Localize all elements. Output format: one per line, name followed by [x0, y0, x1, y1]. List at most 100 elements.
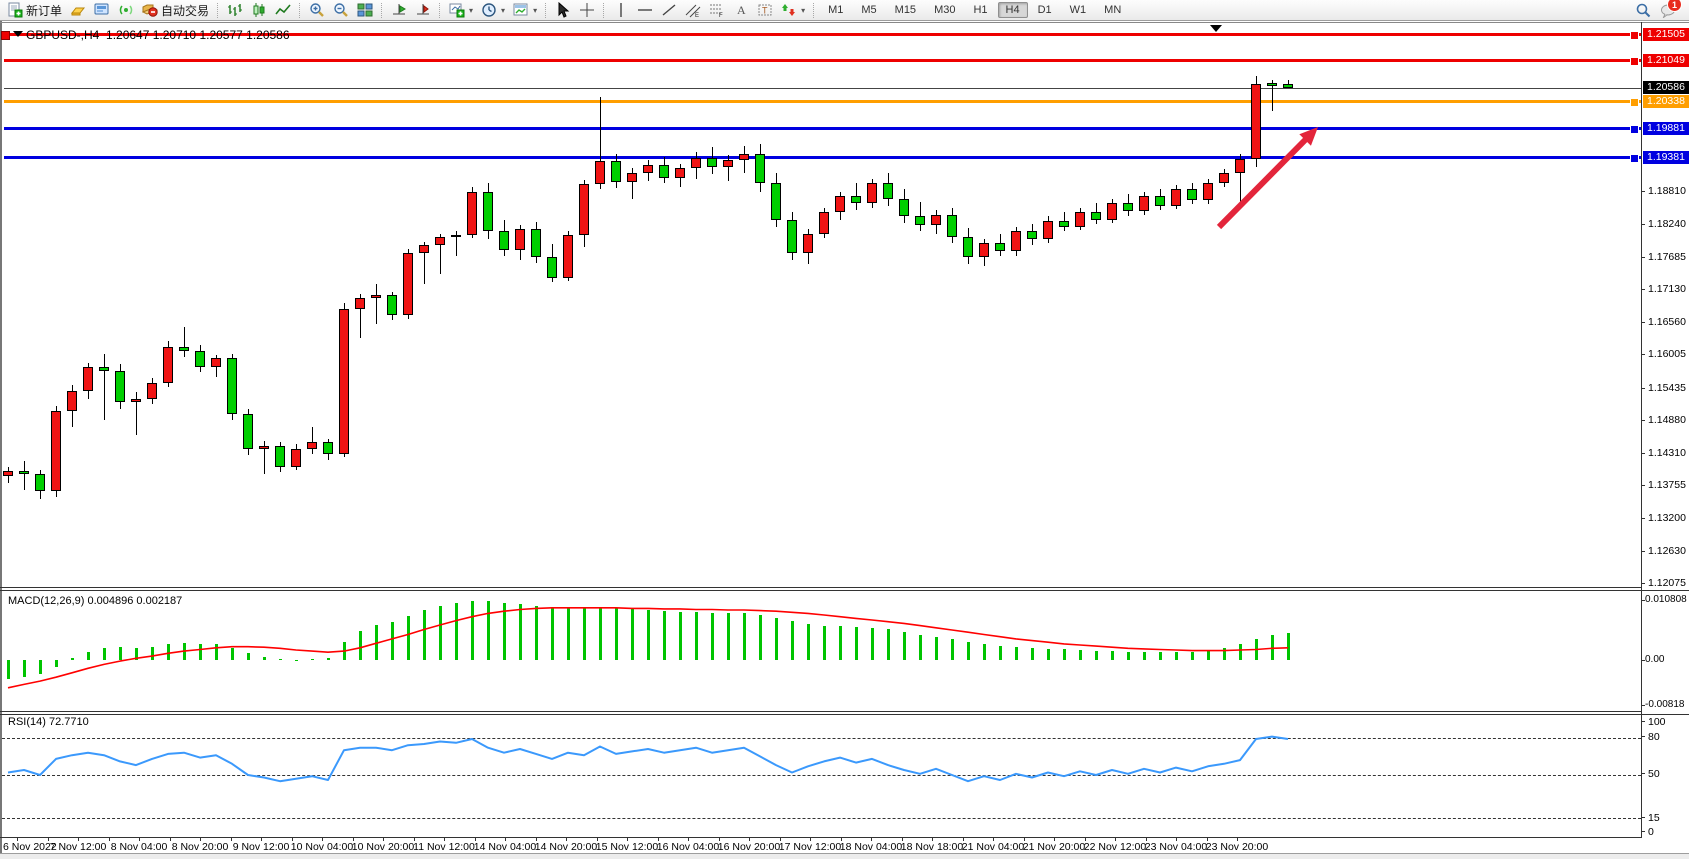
horizontal-level-line-1.19381[interactable]	[4, 156, 1641, 160]
candle-bullish	[1011, 231, 1021, 251]
horizontal-level-line-1.20338[interactable]	[4, 100, 1641, 104]
candle-wick	[24, 460, 25, 490]
macd-histogram-bar	[1223, 648, 1226, 660]
macd-histogram-bar	[391, 622, 394, 660]
period-button[interactable]: ▾	[478, 1, 508, 19]
time-tick-mark	[505, 837, 506, 841]
text-label-tool-button[interactable]: T	[754, 1, 776, 19]
line-handle-left[interactable]	[1, 30, 10, 40]
symbol-dropdown-icon[interactable]	[13, 31, 23, 37]
new-order-button[interactable]: 新订单	[4, 1, 65, 19]
bar-chart-mode-button[interactable]	[224, 1, 246, 19]
candlestick-mode-button[interactable]	[248, 1, 270, 19]
rsi-level-line-15	[2, 818, 1641, 820]
timeframe-button-MN[interactable]: MN	[1104, 4, 1122, 16]
line-handle-right[interactable]	[1630, 154, 1639, 164]
price-tick-mark	[1641, 419, 1645, 421]
timeframe-button-H4[interactable]: H4	[997, 2, 1028, 18]
candle-bearish	[1091, 211, 1101, 220]
macd-rsi-separator[interactable]	[0, 711, 1641, 712]
chat-button[interactable]: 1	[1657, 0, 1682, 20]
chat-bubble-icon: 1	[1660, 0, 1682, 20]
macd-histogram-bar	[1015, 647, 1018, 660]
crosshair-icon	[579, 2, 595, 18]
search-button[interactable]	[1632, 1, 1654, 19]
signal-button[interactable]	[115, 1, 137, 19]
macd-tick-label: 0.00	[1645, 654, 1665, 665]
macd-histogram-bar	[647, 610, 650, 660]
channel-tool-button[interactable]: E	[682, 1, 704, 19]
chart-shift-marker[interactable]	[1210, 25, 1222, 32]
zoom-in-button[interactable]	[306, 1, 328, 19]
fibonacci-tool-button[interactable]: F	[706, 1, 728, 19]
new-chart-button[interactable]: ▾	[446, 1, 476, 19]
line-handle-right[interactable]	[1630, 125, 1639, 135]
market-watch-button[interactable]	[67, 1, 89, 19]
candle-wick	[136, 391, 137, 436]
vertical-line-tool-button[interactable]	[610, 1, 632, 19]
timeframe-button-M30[interactable]: M30	[934, 4, 956, 16]
price-tick-label: 1.13755	[1648, 479, 1686, 492]
line-handle-right[interactable]	[1630, 98, 1639, 108]
timeframe-button-M15[interactable]: M15	[894, 4, 917, 16]
annotation-arrow-shaft[interactable]	[1216, 134, 1311, 230]
horizontal-level-line-1.19881[interactable]	[4, 127, 1641, 131]
time-tick-mark-minor	[1206, 837, 1208, 841]
candle-bullish	[83, 367, 93, 391]
macd-histogram-bar	[855, 627, 858, 660]
zoom-out-button[interactable]	[330, 1, 352, 19]
macd-histogram-bar	[679, 611, 682, 660]
line-chart-mode-button[interactable]	[272, 1, 294, 19]
timeframe-button-M1[interactable]: M1	[828, 4, 844, 16]
tile-windows-button[interactable]	[354, 1, 376, 19]
main-macd-separator[interactable]	[0, 587, 1641, 588]
timeframe-button-H1[interactable]: H1	[973, 4, 988, 16]
time-axis-label: 17 Nov 12:00	[778, 841, 842, 853]
time-tick-mark	[749, 837, 750, 841]
macd-histogram-bar	[503, 602, 506, 660]
macd-histogram-bar	[247, 653, 250, 660]
macd-histogram-bar	[775, 617, 778, 660]
cursor-tool-button[interactable]	[552, 1, 574, 19]
macd-histogram-bar	[615, 608, 618, 660]
time-axis-label: 14 Nov 20:00	[534, 841, 598, 853]
price-tick-mark	[1641, 517, 1645, 519]
terminal-button[interactable]	[91, 1, 113, 19]
templates-button[interactable]: ▾	[510, 1, 540, 19]
macd-tick-mark	[1641, 600, 1645, 601]
horizontal-line-tool-button[interactable]	[634, 1, 656, 19]
candle-bullish	[371, 295, 381, 298]
macd-histogram-bar	[103, 648, 106, 660]
time-tick-mark-minor	[169, 837, 171, 841]
chart-shift-button[interactable]	[412, 1, 434, 19]
horizontal-level-line-1.21505[interactable]	[4, 32, 1641, 36]
candle-wick	[632, 168, 633, 199]
candle-bullish	[1107, 203, 1117, 220]
macd-histogram-bar	[231, 647, 234, 660]
timeframe-button-D1[interactable]: D1	[1037, 4, 1052, 16]
timeframe-button-M5[interactable]: M5	[861, 4, 877, 16]
macd-rsi-separator-2[interactable]	[0, 714, 1689, 715]
trendline-tool-button[interactable]	[658, 1, 680, 19]
line-handle-right[interactable]	[1630, 57, 1639, 67]
crosshair-tool-button[interactable]	[576, 1, 598, 19]
line-handle-right[interactable]	[1630, 30, 1639, 40]
horizontal-level-line-1.21049[interactable]	[4, 59, 1641, 63]
candle-bullish	[403, 252, 413, 316]
rsi-tick-label: 15	[1648, 812, 1660, 824]
rsi-tick-mark	[1641, 817, 1645, 818]
autotrading-button[interactable]: 自动交易	[139, 1, 212, 19]
candle-wick	[600, 97, 601, 189]
macd-histogram-bar	[55, 660, 58, 667]
main-macd-separator-2[interactable]	[0, 590, 1689, 591]
time-tick-mark-minor	[657, 837, 659, 841]
auto-scroll-button[interactable]	[388, 1, 410, 19]
time-tick-mark-minor	[108, 837, 110, 841]
text-icon: A	[733, 2, 749, 18]
level-price-label: 1.21505	[1643, 27, 1689, 41]
candle-bullish	[1139, 196, 1149, 212]
text-tool-button[interactable]: A	[730, 1, 752, 19]
macd-histogram-bar	[23, 660, 26, 677]
arrows-tool-button[interactable]: ▾	[778, 1, 808, 19]
timeframe-button-W1[interactable]: W1	[1069, 4, 1087, 16]
